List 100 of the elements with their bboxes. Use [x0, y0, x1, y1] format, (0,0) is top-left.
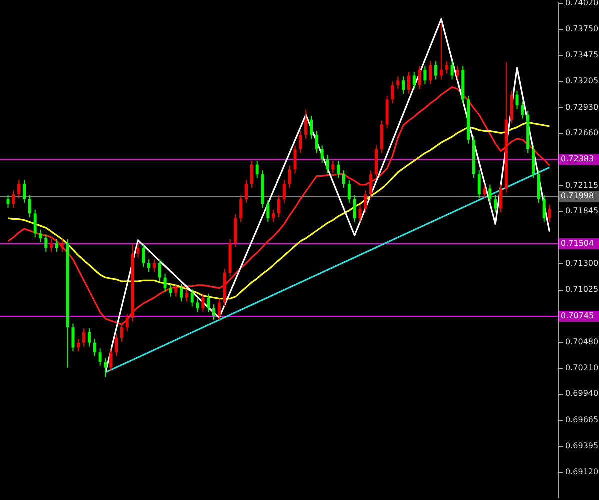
candlestick — [93, 338, 96, 357]
candlestick — [478, 170, 481, 199]
candlestick — [218, 298, 221, 320]
candlestick — [320, 145, 324, 164]
candlestick — [256, 160, 259, 179]
candlestick — [148, 259, 151, 273]
y-tick-label: 0.71025 — [566, 285, 599, 294]
y-tick-label: 0.70480 — [566, 337, 599, 346]
candlestick — [164, 273, 167, 293]
candlestick — [310, 115, 313, 140]
candlestick — [207, 294, 210, 313]
candlestick — [250, 160, 254, 188]
candlestick — [348, 180, 351, 204]
candlestick — [456, 66, 460, 80]
candlestick — [353, 194, 356, 223]
candlestick — [488, 184, 492, 204]
y-tick-label: 0.73750 — [566, 24, 599, 34]
candlestick — [440, 22, 443, 80]
candlestick — [98, 348, 102, 366]
candlestick — [12, 190, 16, 208]
candlestick — [304, 110, 308, 140]
candlestick — [412, 71, 416, 90]
candlestick — [185, 288, 188, 302]
candlestick — [158, 259, 162, 282]
candlestick — [88, 328, 91, 348]
candlestick — [424, 66, 427, 85]
candlestick — [152, 259, 156, 273]
candlestick — [516, 90, 519, 110]
candlestick — [278, 194, 280, 218]
candlestick — [450, 60, 454, 80]
y-tick-label: 0.69665 — [566, 415, 599, 424]
y-tick-label: 0.71300 — [566, 258, 599, 268]
candlestick — [115, 334, 118, 357]
ref-line-label: 0.71998 — [561, 192, 594, 201]
candlestick — [370, 170, 373, 199]
line-series — [104, 18, 551, 374]
candlestick — [180, 284, 184, 302]
candlestick — [82, 328, 86, 348]
candlestick — [44, 234, 48, 252]
y-tick-label: 0.73205 — [566, 76, 599, 86]
ref-line-label: 0.70745 — [561, 312, 594, 321]
candlestick — [142, 244, 146, 268]
candlestick — [212, 304, 216, 320]
candlestick — [332, 160, 335, 174]
candlestick — [60, 238, 64, 252]
candlestick — [120, 323, 124, 342]
y-tick-label: 0.70210 — [566, 363, 599, 372]
candlestick — [434, 60, 438, 80]
candlestick — [110, 348, 113, 372]
candlestick — [483, 184, 486, 199]
candlestick — [72, 323, 75, 352]
candlestick — [418, 66, 422, 90]
candlestick — [18, 180, 21, 199]
candlestick — [326, 154, 330, 174]
candlestick — [104, 358, 108, 378]
candlestick — [500, 184, 503, 214]
y-tick-label: 0.69120 — [566, 468, 599, 477]
candlestick — [364, 190, 368, 214]
candlestick — [174, 284, 178, 298]
candlestick — [266, 200, 270, 223]
candlestick — [548, 204, 552, 223]
candlestick — [28, 194, 32, 218]
candlestick — [22, 180, 26, 204]
candlestick — [190, 288, 194, 307]
candlestick — [294, 145, 297, 174]
candlestick — [299, 130, 302, 154]
candlestick — [34, 209, 37, 238]
candlestick — [337, 160, 340, 179]
candlestick — [245, 180, 248, 204]
candlestick — [445, 60, 448, 74]
candlestick — [342, 170, 346, 188]
candlestick — [521, 101, 524, 120]
candlestick — [39, 229, 42, 243]
candlestick — [429, 60, 432, 85]
candlestick — [494, 194, 498, 214]
ref-line-label: 0.72383 — [561, 154, 594, 164]
candlestick — [542, 194, 546, 223]
y-tick-label: 0.71845 — [566, 206, 599, 216]
candlestick — [77, 338, 80, 352]
candlestick — [6, 194, 10, 208]
y-tick-label: 0.69395 — [566, 441, 599, 450]
candlestick — [391, 80, 394, 104]
candlestick — [50, 238, 54, 252]
candlestick — [136, 244, 140, 258]
candlestick — [202, 294, 205, 313]
candlestick — [240, 194, 243, 223]
candlestick — [169, 284, 172, 298]
candlestick — [55, 238, 58, 252]
y-tick-label: 0.72660 — [566, 128, 599, 138]
y-tick-label: 0.72115 — [566, 180, 599, 190]
ref-line-label: 0.71504 — [561, 238, 594, 248]
candlestick — [396, 76, 400, 90]
candlestick — [358, 204, 362, 223]
candlestick — [272, 209, 276, 223]
y-tick-label: 0.73475 — [566, 50, 599, 60]
candlestick — [196, 298, 200, 313]
candlestick — [315, 130, 318, 154]
y-tick-label: 0.72930 — [566, 102, 599, 112]
y-tick-label: 0.69940 — [566, 389, 599, 398]
candlestick — [126, 314, 129, 332]
